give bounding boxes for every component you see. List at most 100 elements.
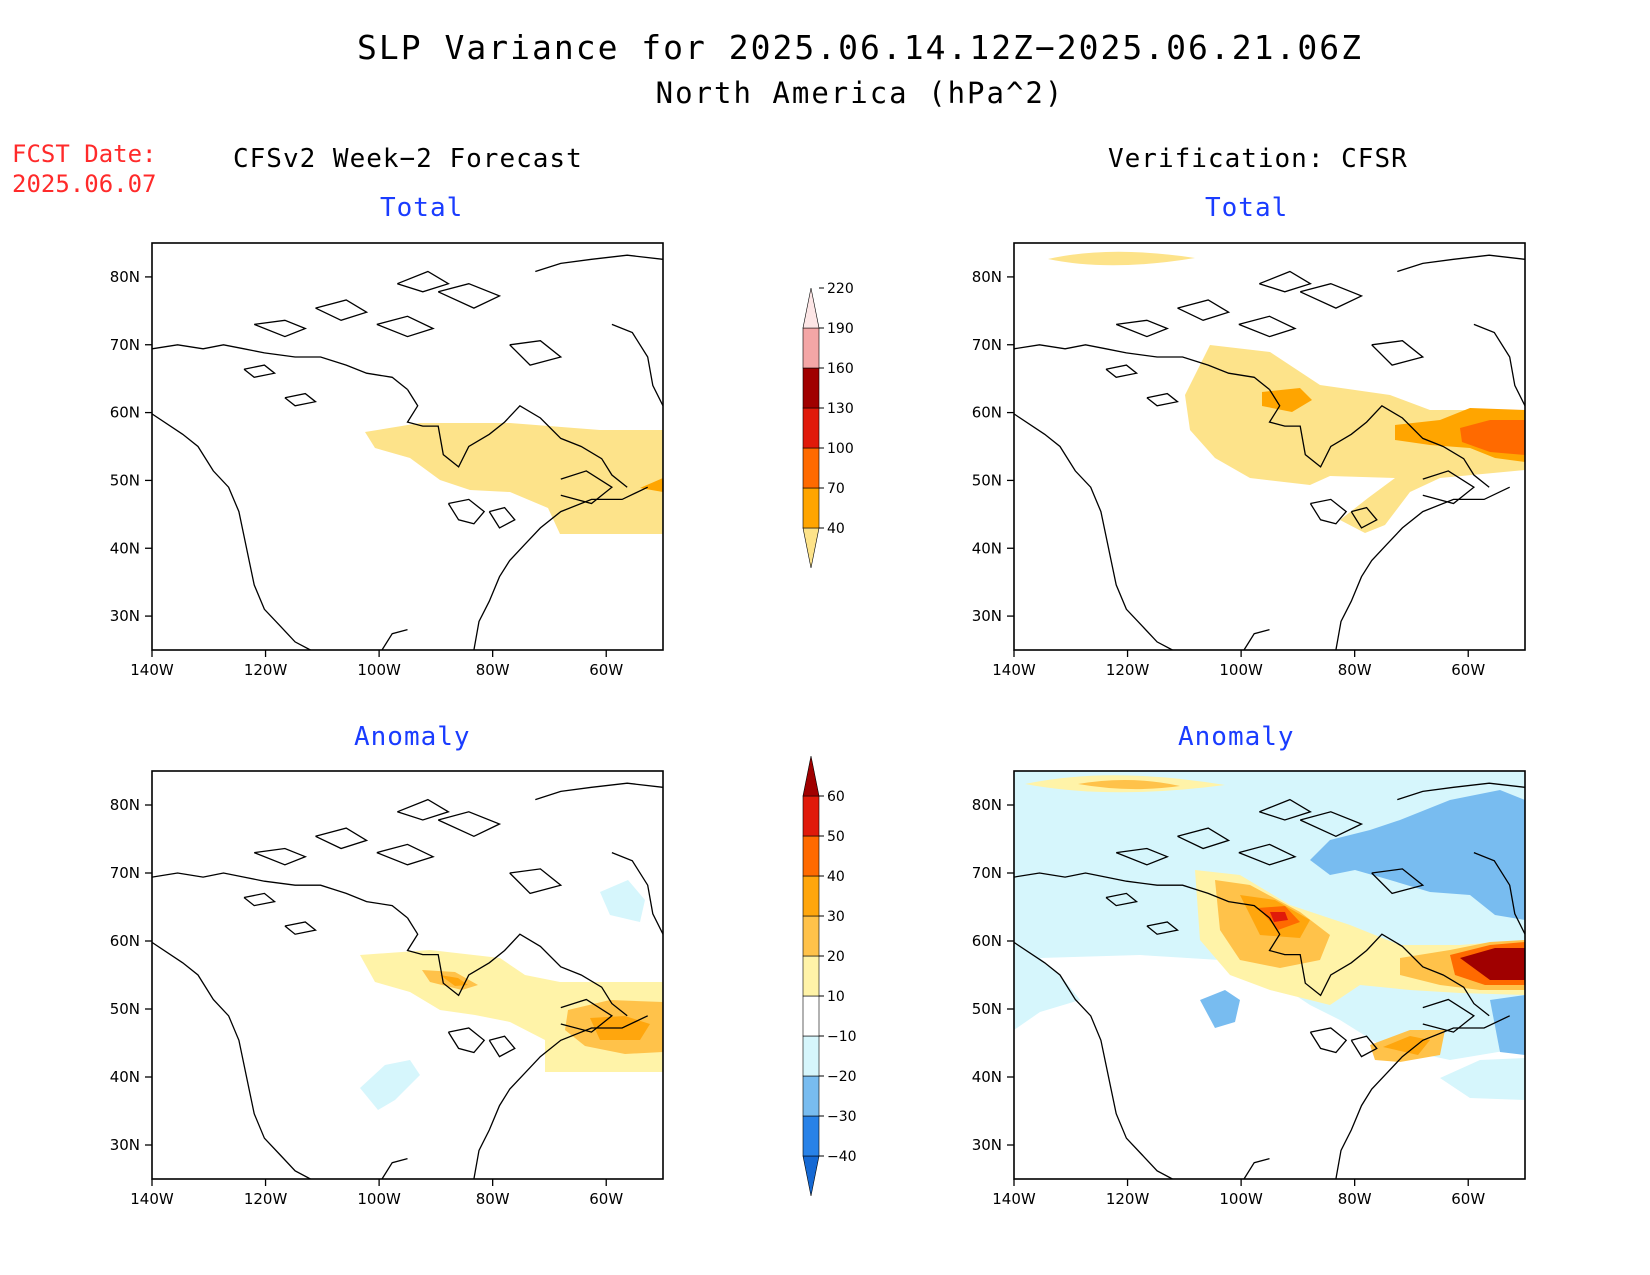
total-colorbar-level-label: 130 (827, 401, 854, 417)
lat-tick-label: 40N (972, 1068, 1002, 1086)
lat-tick-label: 30N (972, 607, 1002, 625)
total-colorbar-level-label: 100 (827, 441, 854, 457)
total-colorbar-swatch (802, 367, 820, 409)
total-colorbar-level-label: 190 (827, 321, 854, 337)
anomaly-colorbar-swatch (802, 915, 820, 957)
forecast-anomaly-label: Anomaly (354, 722, 471, 752)
lon-tick-label: 120W (244, 661, 288, 679)
total-colorbar-swatch (802, 447, 820, 489)
verification-column-title: Verification: CFSR (1108, 144, 1408, 174)
lon-tick-label: 120W (1106, 661, 1150, 679)
total-colorbar-swatch (802, 487, 820, 529)
lon-tick-label: 60W (589, 661, 623, 679)
lon-tick-label: 120W (244, 1190, 288, 1208)
lat-tick-label: 80N (110, 796, 140, 814)
lat-tick-label: 30N (110, 1136, 140, 1154)
verification-anomaly-map (1014, 771, 1525, 1179)
lon-tick-label: 80W (476, 1190, 510, 1208)
verification-anomaly-coastline (1014, 782, 1525, 1179)
lat-tick-label: 50N (110, 1000, 140, 1018)
anomaly-colorbar-level-label: −30 (827, 1109, 857, 1125)
anomaly-colorbar-swatch (802, 795, 820, 837)
lon-tick-label: 120W (1106, 1190, 1150, 1208)
forecast-total-map (365, 423, 663, 534)
total-colorbar-swatch (802, 327, 820, 369)
verification-total-map (1048, 251, 1525, 533)
anomaly-colorbar-level-label: −10 (827, 1029, 857, 1045)
forecast-column-title: CFSv2 Week−2 Forecast (233, 144, 583, 174)
verification-total-label: Total (1205, 193, 1289, 223)
verification-anomaly-map-frame (1013, 770, 1526, 1180)
lon-tick-label: 100W (357, 1190, 401, 1208)
lat-tick-label: 60N (972, 932, 1002, 950)
lat-tick-label: 70N (110, 336, 140, 354)
verification-total-coastline (1014, 254, 1525, 650)
lat-tick-label: 30N (110, 607, 140, 625)
anomaly-colorbar-swatch (802, 1115, 820, 1157)
lon-tick-label: 140W (130, 1190, 174, 1208)
total-colorbar-swatch (802, 527, 820, 569)
anomaly-colorbar-level-label: 40 (827, 869, 845, 885)
anomaly-colorbar-swatch (802, 835, 820, 877)
lat-tick-label: 60N (972, 404, 1002, 422)
anomaly-colorbar-swatch (802, 995, 820, 1037)
lat-tick-label: 50N (110, 471, 140, 489)
lat-tick-label: 60N (110, 404, 140, 422)
lat-tick-label: 60N (110, 932, 140, 950)
lon-tick-label: 60W (589, 1190, 623, 1208)
lat-tick-label: 50N (972, 471, 1002, 489)
lat-tick-label: 40N (110, 539, 140, 557)
lon-tick-label: 140W (992, 661, 1036, 679)
verification-anomaly-frame-group: 80N 70N 60N 50N 40N 30N 140W 120W 100W 80W 60W (972, 770, 1526, 1208)
forecast-total-map-frame (151, 242, 664, 651)
forecast-anomaly-coastline (152, 782, 663, 1179)
anomaly-colorbar-level-label: 10 (827, 989, 845, 1005)
forecast-anomaly-shading (360, 880, 663, 1110)
anomaly-colorbar-level-label: 20 (827, 949, 845, 965)
forecast-anomaly-map (360, 880, 663, 1110)
verification-total-frame-group: 80N 70N 60N 50N 40N 30N 140W 120W 100W 80W 60W (972, 242, 1526, 679)
anomaly-colorbar-level-label: −40 (827, 1149, 857, 1165)
main-subtitle: North America (hPa^2) (655, 76, 1065, 110)
fcst-date-value: 2025.06.07 (12, 170, 157, 198)
anomaly-colorbar: −40 −30 −20 −10 10 20 30 40 50 60 (802, 755, 857, 1197)
lon-tick-label: 100W (1219, 1190, 1263, 1208)
main-title: SLP Variance for 2025.06.14.12Z−2025.06.… (357, 28, 1363, 67)
anomaly-colorbar-swatch (802, 1075, 820, 1117)
anomaly-colorbar-swatch (802, 1155, 820, 1197)
anomaly-colorbar-level-label: −20 (827, 1069, 857, 1085)
lon-tick-label: 60W (1451, 1190, 1485, 1208)
total-colorbar-level-label: 160 (827, 361, 854, 377)
lat-tick-label: 80N (972, 796, 1002, 814)
verification-anomaly-shading (1014, 771, 1525, 1179)
anomaly-colorbar-swatch (802, 755, 820, 797)
total-colorbar-swatch (802, 287, 820, 329)
lat-tick-label: 70N (972, 864, 1002, 882)
lat-tick-label: 40N (110, 1068, 140, 1086)
lon-tick-label: 140W (992, 1190, 1036, 1208)
fcst-date-label: FCST Date: (12, 140, 157, 168)
anomaly-colorbar-level-label: 60 (827, 789, 845, 805)
forecast-anomaly-map-frame (151, 770, 664, 1180)
forecast-total-label: Total (380, 193, 464, 223)
anomaly-colorbar-swatch (802, 875, 820, 917)
lon-tick-label: 60W (1451, 661, 1485, 679)
total-colorbar-level-label: 40 (827, 521, 845, 537)
lat-tick-label: 80N (110, 268, 140, 286)
verification-anomaly-label: Anomaly (1178, 722, 1295, 752)
anomaly-colorbar-level-label: 30 (827, 909, 845, 925)
forecast-anomaly-frame-group: 80N 70N 60N 50N 40N 30N 140W 120W 100W 80W 60W (110, 770, 664, 1208)
verification-total-map-frame (1013, 242, 1526, 651)
total-colorbar-level-label: 70 (827, 481, 845, 497)
lat-tick-label: 30N (972, 1136, 1002, 1154)
lat-tick-label: 80N (972, 268, 1002, 286)
anomaly-colorbar-level-label: 50 (827, 829, 845, 845)
total-colorbar-level-label: 220 (827, 281, 854, 297)
lon-tick-label: 140W (130, 661, 174, 679)
lon-tick-label: 100W (1219, 661, 1263, 679)
lat-tick-label: 70N (972, 336, 1002, 354)
lat-tick-label: 40N (972, 539, 1002, 557)
forecast-total-coastline (152, 254, 663, 650)
lon-tick-label: 80W (1338, 661, 1372, 679)
